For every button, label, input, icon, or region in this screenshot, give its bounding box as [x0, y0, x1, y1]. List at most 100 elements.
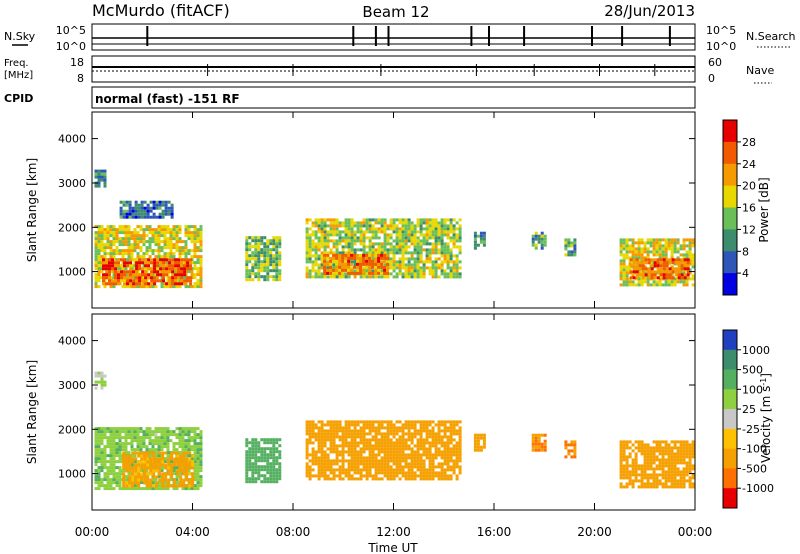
- echo-cell: [658, 482, 662, 486]
- echo-cell: [136, 243, 140, 247]
- echo-cell: [398, 435, 402, 439]
- echo-cell: [540, 433, 544, 437]
- echo-cell: [347, 435, 351, 439]
- echo-cell: [160, 234, 164, 238]
- echo-cell: [344, 471, 348, 475]
- echo-cell: [682, 455, 686, 459]
- echo-cell: [188, 451, 192, 455]
- echo-cell: [275, 242, 279, 246]
- echo-cell: [646, 250, 650, 254]
- echo-cell: [317, 447, 321, 451]
- echo-cell: [671, 267, 675, 271]
- echo-cell: [172, 237, 176, 241]
- echo-cell: [404, 471, 408, 475]
- echo-cell: [161, 200, 165, 204]
- echo-cell: [631, 274, 635, 278]
- echo-cell: [404, 438, 408, 442]
- echo-cell: [356, 236, 360, 240]
- echo-cell: [634, 455, 638, 459]
- echo-cell: [659, 264, 663, 268]
- echo-cell: [670, 250, 674, 254]
- echo-cell: [658, 250, 662, 254]
- echo-cell: [125, 469, 129, 473]
- echo-cell: [320, 435, 324, 439]
- echo-cell: [254, 263, 258, 267]
- echo-cell: [142, 276, 146, 280]
- echo-cell: [103, 383, 107, 387]
- echo-cell: [622, 446, 626, 450]
- echo-cell: [395, 245, 399, 249]
- nave-tick-bottom: 0: [708, 72, 715, 85]
- echo-cell: [320, 245, 324, 249]
- echo-cell: [329, 271, 333, 275]
- echo-cell: [350, 271, 354, 275]
- echo-cell: [458, 245, 462, 249]
- echo-cell: [159, 261, 163, 265]
- echo-cell: [94, 252, 98, 256]
- echo-cell: [428, 432, 432, 436]
- echo-cell: [149, 209, 153, 213]
- echo-cell: [272, 459, 276, 463]
- echo-cell: [452, 233, 456, 237]
- echo-cell: [347, 275, 351, 279]
- echo-cell: [392, 471, 396, 475]
- echo-cell: [152, 451, 156, 455]
- echo-cell: [122, 215, 126, 219]
- echo-cell: [622, 283, 626, 287]
- echo-cell: [332, 444, 336, 448]
- echo-cell: [350, 420, 354, 424]
- echo-cell: [377, 265, 381, 269]
- echo-cell: [181, 430, 185, 434]
- echo-cell: [655, 455, 659, 459]
- echo-cell: [177, 270, 181, 274]
- echo-cell: [155, 460, 159, 464]
- echo-cell: [146, 478, 150, 482]
- echo-cell: [619, 259, 623, 263]
- echo-cell: [139, 442, 143, 446]
- echo-cell: [263, 480, 267, 484]
- echo-cell: [326, 271, 330, 275]
- echo-cell: [392, 275, 396, 279]
- echo-cell: [449, 450, 453, 454]
- echo-cell: [673, 247, 677, 251]
- echo-cell: [643, 473, 647, 477]
- echo-cell: [419, 441, 423, 445]
- echo-cell: [431, 224, 435, 228]
- echo-cell: [377, 441, 381, 445]
- echo-cell: [410, 438, 414, 442]
- echo-cell: [389, 477, 393, 481]
- echo-cell: [320, 254, 324, 258]
- echo-cell: [425, 239, 429, 243]
- echo-cell: [649, 482, 653, 486]
- echo-cell: [673, 464, 677, 468]
- echo-cell: [164, 206, 168, 210]
- echo-cell: [622, 256, 626, 260]
- echo-cell: [347, 262, 351, 266]
- echo-cell: [127, 433, 131, 437]
- echo-cell: [166, 430, 170, 434]
- echo-cell: [272, 453, 276, 457]
- echo-cell: [431, 221, 435, 225]
- velocity-ylabel: Slant Range [km]: [25, 360, 39, 464]
- echo-cell: [398, 468, 402, 472]
- echo-cell: [628, 446, 632, 450]
- echo-cell: [398, 239, 402, 243]
- echo-cell: [163, 285, 167, 289]
- echo-cell: [189, 282, 193, 286]
- echo-cell: [344, 441, 348, 445]
- echo-cell: [413, 272, 417, 276]
- echo-cell: [341, 275, 345, 279]
- echo-cell: [193, 285, 197, 289]
- echo-cell: [132, 279, 136, 283]
- echo-cell: [112, 237, 116, 241]
- echo-cell: [94, 234, 98, 238]
- echo-cell: [398, 263, 402, 267]
- echo-cell: [637, 479, 641, 483]
- echo-cell: [682, 467, 686, 471]
- echo-cell: [667, 464, 671, 468]
- echo-cell: [356, 256, 360, 260]
- echo-cell: [184, 246, 188, 250]
- echo-cell: [172, 472, 176, 476]
- echo-cell: [389, 438, 393, 442]
